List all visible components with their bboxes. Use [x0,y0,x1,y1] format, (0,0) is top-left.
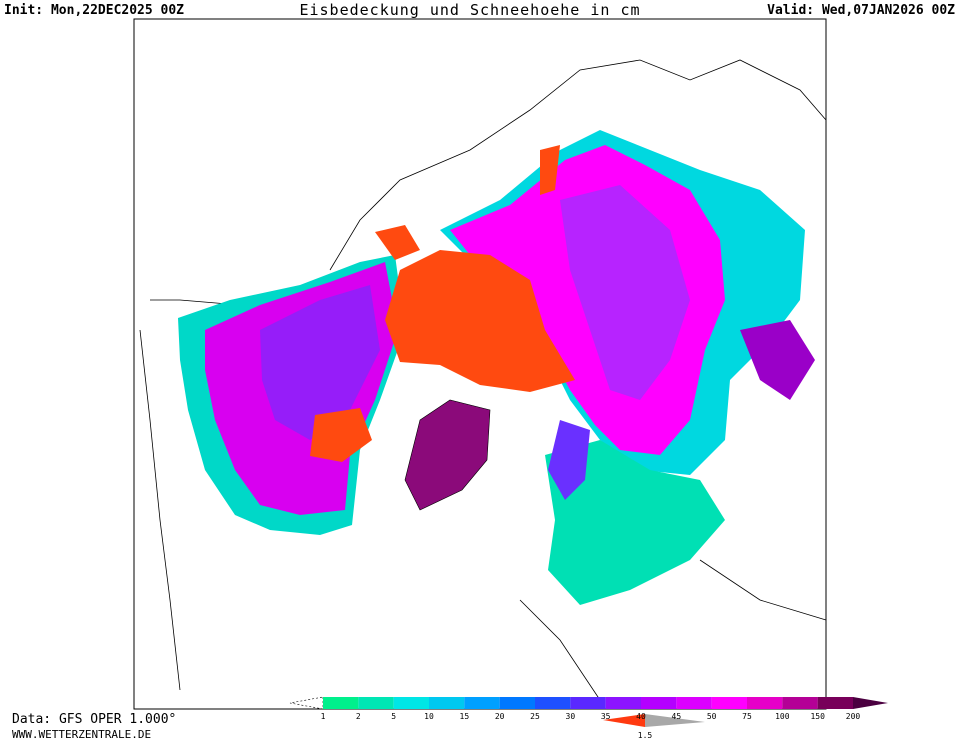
colorbar-box [641,697,677,709]
colorbar-box [747,697,783,709]
colorbar-label: 25 [530,712,540,721]
colorbar-label: 2 [356,712,361,721]
colorbar-box [429,697,465,709]
colorbar-box [393,697,429,709]
colorbar-box [570,697,606,709]
colorbar-box [782,697,818,709]
coastline [139,329,827,701]
valid-label: Valid: Wed,07JAN2026 00Z [767,3,955,18]
colorbar-label: 45 [672,712,682,721]
colorbar-label: 35 [601,712,611,721]
colorbar-box [605,697,641,709]
colorbar-box [499,697,535,709]
colorbar-label: 10 [424,712,434,721]
ice-bar [603,714,645,727]
sea-ice [385,250,575,392]
map-title: Eisbedeckung und Schneehoehe in cm [299,1,640,19]
data-source: Data: GFS OPER 1.000° [12,712,176,727]
map-area [139,59,827,701]
colorbar-label: 50 [707,712,717,721]
snow-region [545,440,725,605]
colorbar-label: 150 [810,712,825,721]
colorbar-box [323,697,359,709]
sea-ice [310,408,372,462]
colorbar-box [676,697,712,709]
snow-region [560,185,690,400]
snow-region [548,420,590,500]
colorbar-box [535,697,571,709]
snow-region [740,320,815,400]
colorbar-box [358,697,394,709]
ice-label: 1.5 [638,731,653,740]
colorbar: 1.5 1 2 5 10 15 20 25 30 35 40 45 50 75 100 150 200 [289,696,888,740]
colorbar-label: 75 [742,712,752,721]
colorbar-label: 30 [566,712,576,721]
colorbar-box [464,697,500,709]
colorbar-label: 100 [775,712,790,721]
init-label: Init: Mon,22DEC2025 00Z [4,3,184,18]
colorbar-over [853,697,888,709]
colorbar-label: 5 [391,712,396,721]
sea-ice [375,145,560,260]
colorbar-label: 200 [846,712,861,721]
snow-region [260,285,380,440]
colorbar-label: 15 [460,712,470,721]
ice-bar [645,714,705,727]
colorbar-label: 40 [636,712,646,721]
colorbar-label: 1 [321,712,326,721]
colorbar-label: 20 [495,712,505,721]
colorbar-box [711,697,747,709]
website: WWW.WETTERZENTRALE.DE [12,728,151,741]
colorbar-box [817,697,853,709]
greenland [404,399,491,511]
